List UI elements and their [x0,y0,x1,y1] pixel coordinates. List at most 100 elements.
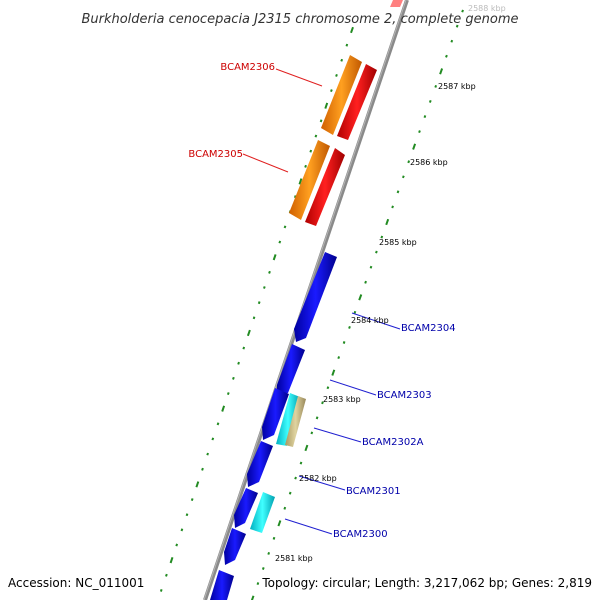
minor-tick [261,567,265,570]
minor-tick [226,392,230,396]
gene-label-bcam2301[interactable]: BCAM2301 [346,486,401,497]
gene-reverse-bcam2301-b[interactable] [234,488,258,528]
minor-tick [375,250,378,254]
minor-tick [461,9,464,13]
minor-tick [283,225,287,229]
major-tick [246,329,251,337]
minor-tick [256,582,260,586]
gene-label-bcam2303[interactable]: BCAM2303 [377,390,432,401]
minor-tick [364,280,367,284]
kbp-label: 2584 kbp [351,316,389,325]
minor-tick [165,573,168,577]
gene-reverse-bcam2302[interactable] [262,388,289,440]
minor-tick [418,130,421,134]
partial-feature-top [390,0,403,7]
minor-tick [401,175,405,179]
minor-tick [257,301,261,305]
minor-tick [407,160,411,164]
major-tick [195,481,200,488]
minor-tick [348,325,351,329]
major-tick [221,405,226,412]
major-tick [304,444,309,452]
cds-forward-bcam2305[interactable] [289,140,330,220]
minor-tick [340,58,344,62]
kbp-label: 2588 kbp [468,4,506,13]
minor-tick [319,119,323,123]
minor-tick [293,195,297,199]
minor-tick [369,265,373,269]
minor-tick [450,39,454,43]
gene-label-bcam2300[interactable]: BCAM2300 [333,529,388,540]
gene-forward-bcam2305[interactable] [305,148,345,226]
minor-tick [314,134,318,138]
major-tick [169,556,174,564]
minor-tick [396,190,400,194]
minor-tick [232,376,235,380]
minor-tick [252,316,256,320]
kbp-label: 2586 kbp [410,158,448,167]
kbp-label: 2582 kbp [299,474,337,483]
cds-forward-bcam2306[interactable] [321,55,362,135]
minor-tick [434,84,438,88]
minor-tick [288,491,292,495]
major-tick [272,254,277,261]
gene-reverse-bcam2301-a[interactable] [247,441,273,487]
gene-label-bcam2302a[interactable]: BCAM2302A [362,437,424,448]
kbp-label: 2587 kbp [438,82,476,91]
minor-tick [201,467,204,471]
minor-tick [211,437,215,441]
gene-reverse-bcam2304[interactable] [294,252,337,342]
minor-tick [455,24,459,28]
major-tick [331,369,336,376]
minor-tick [272,536,276,540]
minor-tick [304,164,307,168]
gene-reverse-bcam2303[interactable] [277,344,305,397]
minor-tick [299,461,303,465]
gene-label-bcam2304[interactable]: BCAM2304 [401,323,456,334]
outer-tick-ring [250,9,464,600]
minor-tick [380,235,384,239]
kbp-label: 2583 kbp [323,395,361,404]
genome-title: Burkholderia cenocepacia J2315 chromosom… [81,12,518,27]
minor-tick [445,54,448,58]
minor-tick [337,356,341,360]
kbp-labels: 2588 kbp 2587 kbp 2586 kbp 2585 kbp 2584… [275,4,506,563]
minor-tick [330,89,333,93]
inner-tick-ring [159,26,354,592]
gene-reverse-next[interactable] [210,570,234,600]
major-tick [439,68,444,75]
minor-tick [190,498,194,502]
minor-tick [294,476,297,480]
minor-tick [428,99,432,103]
minor-tick [206,452,209,456]
gene-forward-bcam2306[interactable] [337,64,377,140]
major-tick [385,218,390,226]
cds-reverse-bcam2302a[interactable] [276,393,300,446]
minor-tick [216,422,220,426]
cds-reverse-bcam2300[interactable] [250,492,275,533]
minor-tick [283,506,287,510]
genome-summary-text: Topology: circular; Length: 3,217,062 bp… [261,576,592,590]
minor-tick [159,589,163,592]
minor-tick [342,341,346,344]
minor-tick [335,73,338,77]
gene-reverse-bcam2300[interactable] [224,528,246,565]
kbp-label: 2585 kbp [379,238,417,247]
minor-tick [309,149,313,153]
misc-feature-bcam2302a[interactable] [285,396,306,447]
gene-label-bcam2306[interactable]: BCAM2306 [220,62,275,73]
minor-tick [391,205,394,209]
major-tick [324,102,329,109]
minor-tick [353,310,357,314]
minor-tick [175,543,179,547]
kbp-label: 2581 kbp [275,554,313,563]
minor-tick [278,240,282,244]
minor-tick [180,528,184,532]
minor-tick [423,115,427,119]
minor-tick [242,346,246,350]
major-tick [358,294,363,301]
major-tick [298,178,303,185]
accession-text: Accession: NC_011001 [8,576,144,590]
gene-label-bcam2305[interactable]: BCAM2305 [188,149,243,160]
minor-tick [185,513,189,517]
